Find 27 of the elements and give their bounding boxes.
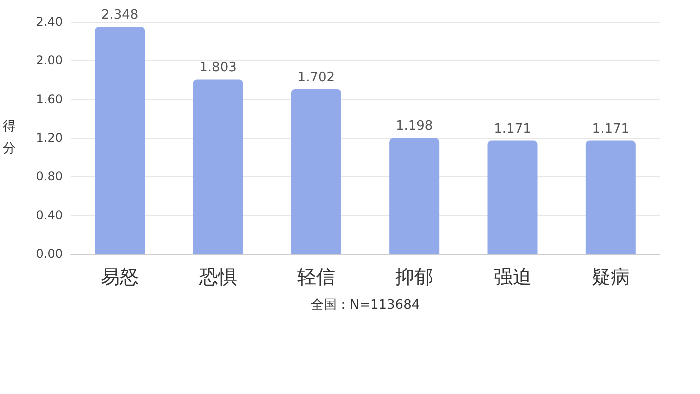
x-axis-title: 全国：N=113684 — [310, 298, 420, 313]
data-label: 1.803 — [200, 60, 237, 76]
y-tick-label: 1.60 — [36, 92, 63, 106]
x-tick-label: 易怒 — [101, 266, 140, 288]
bar — [390, 138, 440, 254]
y-axis-title: 得分 — [3, 120, 16, 156]
x-tick-label: 抑郁 — [396, 266, 434, 288]
data-label: 2.348 — [101, 8, 139, 24]
bar — [193, 80, 244, 254]
data-label: 1.171 — [592, 122, 630, 137]
y-tick-label: 2.40 — [36, 15, 63, 29]
data-label: 1.702 — [298, 70, 336, 86]
y-tick-label: 1.20 — [36, 131, 63, 145]
data-label: 1.171 — [494, 122, 532, 137]
y-tick-label: 0.00 — [36, 247, 63, 261]
x-tick-label: 疑病 — [592, 266, 630, 288]
bar — [95, 27, 146, 254]
x-tick-label: 强迫 — [494, 266, 532, 288]
bar — [488, 140, 538, 254]
bar — [291, 89, 342, 254]
y-tick-label: 2.00 — [36, 54, 63, 68]
y-tick-label: 0.40 — [36, 208, 63, 222]
bar — [586, 140, 636, 254]
x-tick-label: 轻信 — [297, 266, 336, 288]
y-tick-label: 0.80 — [36, 170, 63, 184]
x-tick-label: 恐惧 — [198, 266, 238, 288]
data-label: 1.198 — [396, 119, 434, 134]
